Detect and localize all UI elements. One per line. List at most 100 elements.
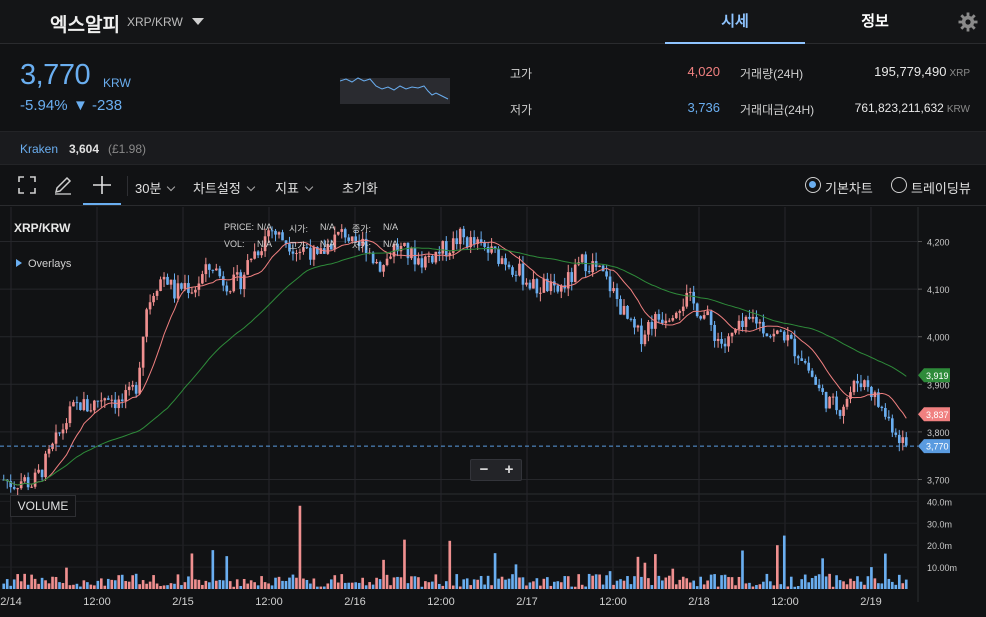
candle-body — [134, 385, 138, 394]
candle-body — [162, 276, 166, 280]
candle-body — [79, 402, 82, 410]
zoom-in-button[interactable]: + — [504, 461, 514, 478]
candle-body — [730, 332, 734, 337]
candle-body — [253, 251, 256, 259]
volume-bar — [162, 585, 166, 589]
volume-bar — [692, 580, 696, 589]
crosshair-icon[interactable] — [91, 174, 113, 196]
radio-basic-chart-label[interactable]: 기본차트 — [825, 181, 873, 196]
gear-icon[interactable] — [958, 12, 978, 32]
volume-bar — [897, 574, 901, 589]
volume-bar — [636, 556, 640, 589]
chart-area[interactable]: 2/14 12:00 2/15 12:00 2/16 12:00 2/17 12:00 2/18… — [0, 207, 986, 617]
candle-body — [378, 261, 382, 272]
radio-tradingview[interactable] — [891, 177, 907, 193]
radio-basic-chart[interactable] — [805, 177, 821, 193]
volume-bar — [9, 585, 13, 589]
volume-tick-label: 30.0m — [927, 519, 952, 529]
volume-bar — [615, 580, 619, 589]
volume-bar — [277, 576, 281, 589]
candle-body — [779, 330, 783, 332]
candle-body — [497, 248, 500, 264]
volume-bar — [305, 579, 309, 589]
volume-bar — [249, 580, 253, 589]
volume-bar — [699, 576, 702, 589]
volume-bar — [211, 550, 215, 589]
candle-body — [298, 251, 302, 254]
candle-body — [748, 316, 751, 319]
exchange-name[interactable]: Kraken — [20, 142, 59, 156]
volume-bar — [633, 576, 636, 589]
candle-body — [9, 481, 13, 488]
volume-bar — [518, 577, 521, 589]
candle-body — [685, 292, 689, 307]
volume-bar — [72, 584, 75, 589]
candle-body — [856, 380, 859, 384]
volume-bar — [82, 580, 86, 589]
volume-bar — [159, 586, 162, 589]
interval-dropdown[interactable]: 30분 — [135, 178, 176, 197]
candle-body — [772, 333, 776, 337]
volume-bar — [796, 586, 800, 589]
indicators-dropdown[interactable]: 지표 — [275, 178, 314, 197]
candle-body — [120, 399, 124, 402]
volume-bar — [183, 582, 187, 589]
zoom-out-button[interactable]: − — [479, 461, 489, 478]
candle-body — [584, 254, 587, 272]
candle-body — [40, 469, 44, 478]
pencil-icon[interactable] — [52, 174, 74, 196]
radio-tradingview-label[interactable]: 트레이딩뷰 — [911, 181, 971, 196]
candle-body — [535, 279, 539, 294]
fullscreen-icon[interactable] — [16, 174, 38, 196]
volume-bar — [532, 581, 535, 589]
volume-bar — [127, 581, 131, 589]
volume-bar — [654, 554, 657, 589]
volume-bar — [594, 574, 598, 589]
volume-bar — [640, 576, 643, 589]
candle-body — [769, 336, 772, 338]
volume-bar — [23, 573, 26, 589]
volume-bar — [382, 559, 385, 589]
volume-bar — [350, 582, 354, 589]
candle-body — [23, 477, 26, 482]
volume-bar — [580, 584, 584, 589]
candle-body — [664, 320, 668, 324]
coin-pair[interactable]: XRP/KRW — [127, 15, 183, 29]
volume-bar — [99, 578, 103, 589]
chevron-down-icon[interactable] — [192, 18, 204, 25]
volume-bar — [117, 575, 121, 589]
candle-body — [68, 406, 72, 424]
candle-body — [713, 324, 716, 341]
volume-bar — [734, 585, 737, 589]
candle-body — [403, 242, 406, 246]
x-tick-label: 2/16 — [344, 596, 365, 608]
candle-body — [897, 434, 901, 443]
candle-body — [281, 232, 284, 241]
candle-body — [427, 255, 431, 257]
volume-bar — [5, 579, 9, 589]
volume-bar — [622, 580, 626, 589]
candle-body — [249, 258, 253, 261]
tab-market[interactable]: 시세 — [665, 0, 805, 44]
reset-button[interactable]: 초기화 — [342, 181, 378, 196]
candle-body — [312, 246, 316, 260]
price-chart[interactable]: 2/14 12:00 2/15 12:00 2/16 12:00 2/17 12:00 2/18… — [0, 207, 986, 617]
chart-settings-dropdown[interactable]: 차트설정 — [193, 178, 256, 197]
volume-bar — [336, 582, 340, 589]
ma-long-line — [3, 247, 907, 486]
volume-bar — [793, 586, 797, 589]
tab-info[interactable]: 정보 — [861, 13, 889, 30]
candle-body — [357, 241, 361, 247]
candle-body — [336, 231, 340, 235]
candle-body — [65, 423, 68, 430]
candle-body — [706, 311, 709, 316]
volume-bar — [173, 583, 176, 589]
candle-body — [305, 247, 309, 249]
volume-bar — [47, 583, 51, 589]
volume-bar — [368, 582, 371, 589]
overlays-toggle[interactable]: Overlays — [16, 258, 71, 270]
open-legend-label: 시가: — [289, 224, 309, 234]
candle-body — [835, 396, 838, 411]
coin-name[interactable]: 엑스알피 — [50, 15, 120, 36]
volume-bar — [626, 576, 629, 589]
